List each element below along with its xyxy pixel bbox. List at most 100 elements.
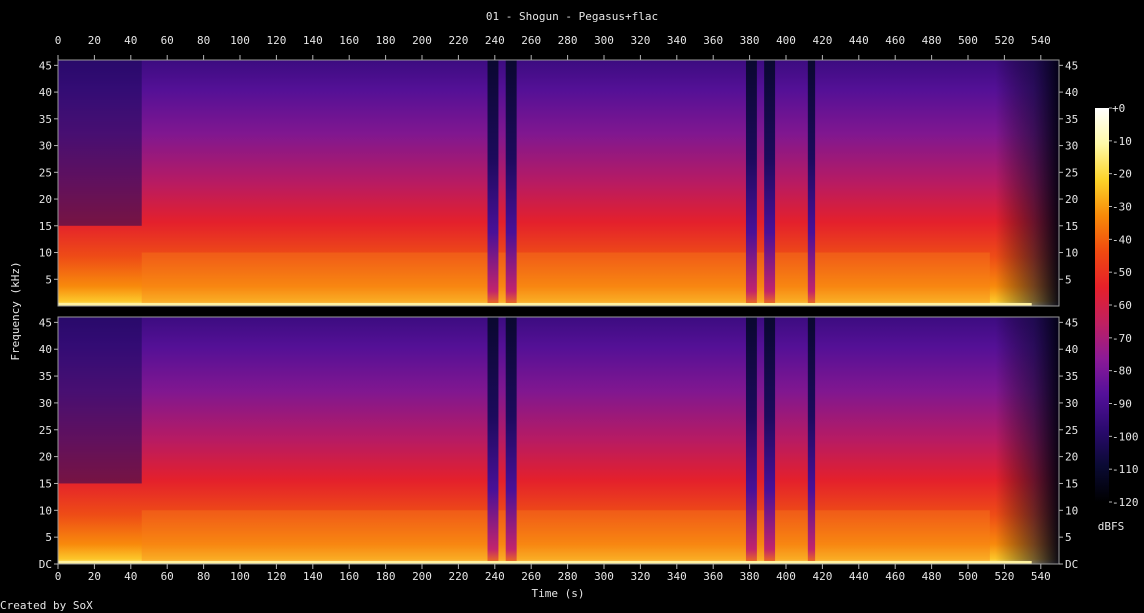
channel-2-spectrogram: [57, 316, 1060, 565]
x-tick-label-bottom: 160: [339, 570, 359, 583]
colorbar-tick-label: -110: [1112, 463, 1139, 476]
fade-out-region: [995, 60, 1059, 306]
y-tick-label-right: 25: [1065, 424, 1078, 437]
quiet-interval: [505, 60, 517, 306]
energy-band: [141, 510, 990, 564]
y-tick-label-left: 30: [39, 140, 52, 153]
colorbar-tick-label: -80: [1112, 365, 1132, 378]
x-tick-label-bottom: 40: [124, 570, 137, 583]
x-tick-label-bottom: 540: [1031, 570, 1051, 583]
x-tick-label-bottom: 60: [161, 570, 174, 583]
y-tick-label-left: 25: [39, 424, 52, 437]
x-tick-label-bottom: 140: [303, 570, 323, 583]
x-tick-label-bottom: 340: [667, 570, 687, 583]
y-tick-label-left: 5: [45, 531, 52, 544]
x-tick-label-bottom: 0: [55, 570, 62, 583]
x-tick-label-top: 520: [994, 34, 1014, 47]
x-tick-label-top: 200: [412, 34, 432, 47]
y-tick-label-right: 15: [1065, 220, 1078, 233]
channel-1-spectrogram: [57, 59, 1060, 307]
y-tick-label-left: 10: [39, 247, 52, 260]
y-tick-label-left: 40: [39, 86, 52, 99]
y-tick-label-right: 45: [1065, 316, 1078, 329]
x-tick-label-top: 220: [448, 34, 468, 47]
y-tick-label-left: 40: [39, 343, 52, 356]
colorbar-scale: [1095, 108, 1109, 502]
x-tick-label-top: 240: [485, 34, 505, 47]
y-tick-label-right: 5: [1065, 273, 1072, 286]
x-tick-label-top: 380: [740, 34, 760, 47]
y-tick-label-right: 10: [1065, 247, 1078, 260]
y-tick-label-left: 25: [39, 166, 52, 179]
spectrogram-body: [58, 317, 1059, 564]
colorbar-tick-label: +0: [1112, 102, 1125, 115]
colorbar-tick-label: -60: [1112, 299, 1132, 312]
y-axis-title: Frequency (kHz): [9, 261, 22, 360]
x-tick-label-bottom: 400: [776, 570, 796, 583]
y-tick-label-right: 5: [1065, 531, 1072, 544]
sox-credit: Created by SoX: [0, 599, 93, 612]
x-tick-label-top: 460: [885, 34, 905, 47]
intro-quiet-region: [58, 317, 142, 484]
y-tick-label-left: 10: [39, 504, 52, 517]
fade-out-region: [995, 317, 1059, 564]
y-tick-label-right: 45: [1065, 59, 1078, 72]
y-tick-label-left: 35: [39, 370, 52, 383]
y-tick-label-right: 30: [1065, 140, 1078, 153]
colorbar-tick-label: -70: [1112, 332, 1132, 345]
y-tick-label-left: 45: [39, 316, 52, 329]
panel-frame: [57, 59, 1060, 307]
y-tick-label-right: 35: [1065, 370, 1078, 383]
y-tick-label-left: 15: [39, 220, 52, 233]
x-tick-label-top: 180: [376, 34, 396, 47]
y-tick-label-right: 15: [1065, 477, 1078, 490]
y-tick-label-left: 20: [39, 193, 52, 206]
y-tick-label-left: 35: [39, 113, 52, 126]
colorbar-tick-label: -100: [1112, 430, 1139, 443]
quiet-interval: [487, 60, 499, 306]
y-tick-label-left: 30: [39, 397, 52, 410]
x-tick-label-top: 340: [667, 34, 687, 47]
x-tick-label-top: 280: [558, 34, 578, 47]
x-tick-label-bottom: 360: [703, 570, 723, 583]
y-tick-label-right: 20: [1065, 451, 1078, 464]
x-tick-label-bottom: 220: [448, 570, 468, 583]
x-tick-label-top: 0: [55, 34, 62, 47]
colorbar-tick-label: -50: [1112, 266, 1132, 279]
quiet-interval: [487, 317, 499, 564]
y-tick-label-left: 20: [39, 451, 52, 464]
x-tick-label-top: 80: [197, 34, 210, 47]
x-tick-label-bottom: 460: [885, 570, 905, 583]
colorbar-tick-label: -10: [1112, 135, 1132, 148]
x-tick-label-bottom: 100: [230, 570, 250, 583]
x-tick-label-bottom: 180: [376, 570, 396, 583]
x-tick-label-top: 300: [594, 34, 614, 47]
y-tick-label-right: 30: [1065, 397, 1078, 410]
x-tick-label-top: 500: [958, 34, 978, 47]
x-axis-title: Time (s): [532, 587, 585, 600]
colorbar-tick-label: -40: [1112, 233, 1132, 246]
dc-line: [58, 303, 1032, 306]
spectrogram-body: [58, 60, 1059, 306]
intro-quiet-region: [58, 60, 142, 226]
quiet-interval: [745, 60, 757, 306]
frequency-axis: 5 5 10 10 15 15 20 20 25 25 30 30 35 35 40 40 45 45 DC DC 5 5…: [39, 59, 1079, 571]
quiet-interval: [745, 317, 757, 564]
x-tick-label-top: 60: [161, 34, 174, 47]
y-tick-label-right: 40: [1065, 86, 1078, 99]
x-tick-label-top: 120: [266, 34, 286, 47]
x-tick-label-top: 40: [124, 34, 137, 47]
x-tick-label-top: 480: [922, 34, 942, 47]
dc-line: [58, 561, 1032, 564]
chart-title: 01 - Shogun - Pegasus+flac: [486, 10, 658, 23]
x-tick-label-top: 400: [776, 34, 796, 47]
time-axis: 0 0 20 20 40 40 60 60 80 80 100 100 120 120 140 140 160 1…: [55, 34, 1051, 583]
x-tick-label-bottom: 20: [88, 570, 101, 583]
x-tick-label-bottom: 260: [521, 570, 541, 583]
y-tick-label-right: DC: [1065, 558, 1078, 571]
x-tick-label-top: 360: [703, 34, 723, 47]
x-tick-label-top: 420: [812, 34, 832, 47]
x-tick-label-bottom: 280: [558, 570, 578, 583]
x-tick-label-bottom: 80: [197, 570, 210, 583]
y-tick-label-right: 20: [1065, 193, 1078, 206]
